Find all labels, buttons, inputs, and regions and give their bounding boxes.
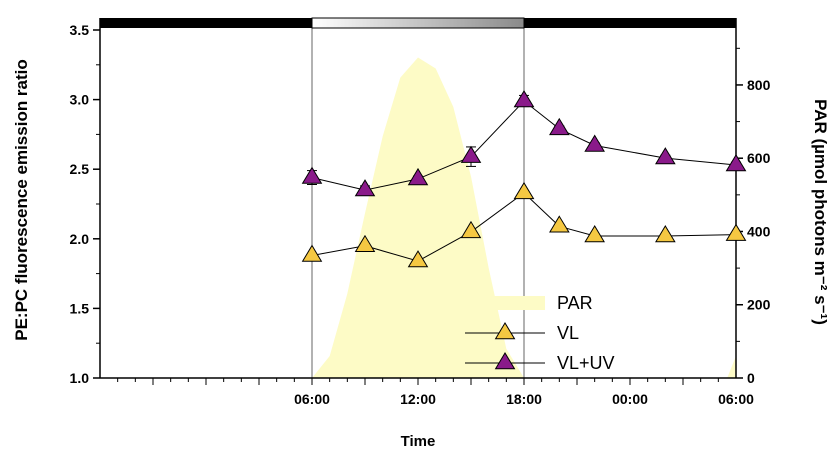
data-point: [725, 223, 747, 241]
y2-tick-label: 800: [747, 77, 771, 93]
y-axis-title-right: PAR (µmol photons m⁻² s⁻¹): [811, 99, 830, 325]
par-area-layer: [312, 57, 736, 378]
y2-tick-label: 200: [747, 297, 771, 313]
series-layer: [301, 90, 747, 268]
x-tick-label: 18:00: [506, 391, 542, 407]
data-point: [301, 244, 323, 262]
legend-marker-vl-uv: [494, 352, 516, 370]
data-point: [354, 234, 376, 252]
dark-period-bar: [524, 18, 736, 28]
series-vl: [301, 181, 747, 268]
data-point: [407, 167, 429, 186]
x-tick-label: 12:00: [400, 391, 436, 407]
par-area: [312, 57, 736, 378]
data-point: [513, 181, 535, 200]
data-point: [549, 215, 570, 233]
y-tick-label: 2.0: [70, 231, 90, 247]
data-point: [460, 220, 482, 239]
series-vl-uv: [301, 90, 747, 197]
y-tick-label: 1.5: [70, 300, 90, 316]
data-point: [354, 179, 376, 197]
x-tick-label: 00:00: [612, 391, 648, 407]
y2-tick-label: 600: [747, 150, 771, 166]
x-tick-label: 06:00: [718, 391, 754, 407]
data-point: [407, 250, 429, 268]
x-axis-title: Time: [401, 433, 436, 450]
data-point: [460, 145, 482, 163]
data-point: [549, 117, 570, 136]
legend-label-par: PAR: [557, 293, 593, 313]
legend-label-vl: VL: [557, 323, 579, 343]
legend: PAR VL VL+UV: [465, 293, 615, 373]
legend-label-vl-uv: VL+UV: [557, 353, 615, 373]
data-point: [655, 147, 676, 165]
axes: 1.0 1.5 2.0 2.5 3.0 3.5 0 200 400 600 800 06:00 12:0…: [70, 18, 771, 407]
data-point: [301, 166, 323, 184]
data-point: [584, 134, 605, 152]
data-point: [655, 225, 676, 243]
data-point: [725, 154, 747, 172]
data-point: [584, 225, 605, 243]
y2-tick-label: 0: [747, 370, 755, 386]
data-point: [513, 90, 535, 108]
y-tick-label: 3.0: [70, 92, 90, 108]
y2-tick-label: 400: [747, 223, 771, 239]
legend-marker-vl: [494, 322, 516, 340]
light-dark-bar: [100, 17, 736, 29]
x-tick-label: 06:00: [294, 391, 330, 407]
y-axis-title-left: PE:PC fluorescence emission ratio: [12, 59, 31, 341]
y-tick-label: 3.5: [70, 22, 90, 38]
y-tick-label: 1.0: [70, 370, 90, 386]
dark-period-bar: [100, 18, 312, 28]
y-tick-label: 2.5: [70, 161, 90, 177]
light-period-bar: [311, 17, 525, 29]
legend-swatch-par: [465, 296, 545, 310]
